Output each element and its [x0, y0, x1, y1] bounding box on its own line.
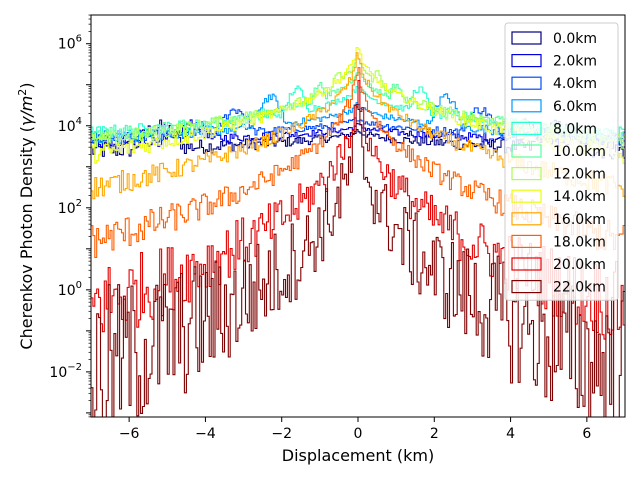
legend-entry-label: 6.0km	[553, 99, 597, 115]
y-tick-label: 100	[58, 280, 82, 299]
legend-swatch	[511, 167, 542, 181]
legend-swatch	[511, 280, 542, 294]
legend-entry-label: 16.0km	[553, 212, 606, 228]
legend: 0.0km 2.0km 4.0km 6.0km 8.0km 10.0km 12.0km 14.…	[504, 22, 619, 301]
legend-swatch	[511, 234, 542, 248]
y-tick-base: 10	[58, 283, 76, 299]
legend-swatch	[511, 212, 542, 226]
y-tick-exponent: 4	[76, 116, 82, 127]
legend-swatch	[511, 257, 542, 271]
legend-swatch	[511, 144, 542, 158]
series-line-22-0km	[91, 104, 625, 417]
x-tick-label: 2	[430, 426, 439, 442]
y-tick-label: 10−2	[49, 362, 82, 381]
legend-entry-label: 2.0km	[553, 54, 597, 70]
legend-swatch	[511, 53, 542, 68]
legend-entry-label: 20.0km	[553, 257, 606, 273]
legend-swatch	[511, 121, 542, 136]
legend-swatch	[511, 31, 542, 45]
y-tick-base: 10	[58, 201, 76, 217]
x-tick-label: 0	[354, 426, 363, 442]
y-tick-base: 10	[58, 119, 76, 135]
legend-swatch	[511, 76, 542, 90]
y-tick-base: 10	[49, 365, 67, 381]
x-axis-label: Displacement (km)	[282, 446, 434, 465]
legend-entry-label: 0.0km	[553, 31, 597, 47]
legend-entry-label: 18.0km	[553, 234, 606, 250]
legend-box	[504, 22, 619, 301]
y-tick-label: 106	[58, 34, 82, 53]
x-tick-label: 6	[582, 426, 591, 442]
x-tick-label: 4	[506, 426, 515, 442]
legend-entry-label: 8.0km	[553, 121, 597, 137]
y-tick-exponent: 0	[76, 280, 82, 291]
y-tick-label: 104	[58, 116, 82, 135]
y-tick-exponent: −2	[67, 362, 82, 373]
x-tick-label: −2	[271, 426, 292, 442]
x-axis: −6 −4 −2 0 2 4 6	[119, 417, 591, 442]
y-axis-label: Cherenkov Photon Density (γ/m2)	[16, 82, 37, 349]
legend-swatch	[511, 99, 542, 113]
y-tick-exponent: 2	[76, 198, 82, 209]
legend-entry-label: 4.0km	[553, 76, 597, 92]
x-tick-label: −6	[119, 426, 140, 442]
legend-entry-label: 12.0km	[553, 167, 606, 183]
legend-swatch	[511, 189, 542, 203]
y-tick-exponent: 6	[76, 34, 82, 45]
legend-entry-label: 10.0km	[553, 144, 606, 160]
y-tick-base: 10	[58, 37, 76, 53]
legend-entry-label: 22.0km	[553, 280, 606, 296]
legend-entry-label: 14.0km	[553, 189, 606, 205]
y-tick-label: 102	[58, 198, 82, 217]
x-tick-label: −4	[195, 426, 216, 442]
